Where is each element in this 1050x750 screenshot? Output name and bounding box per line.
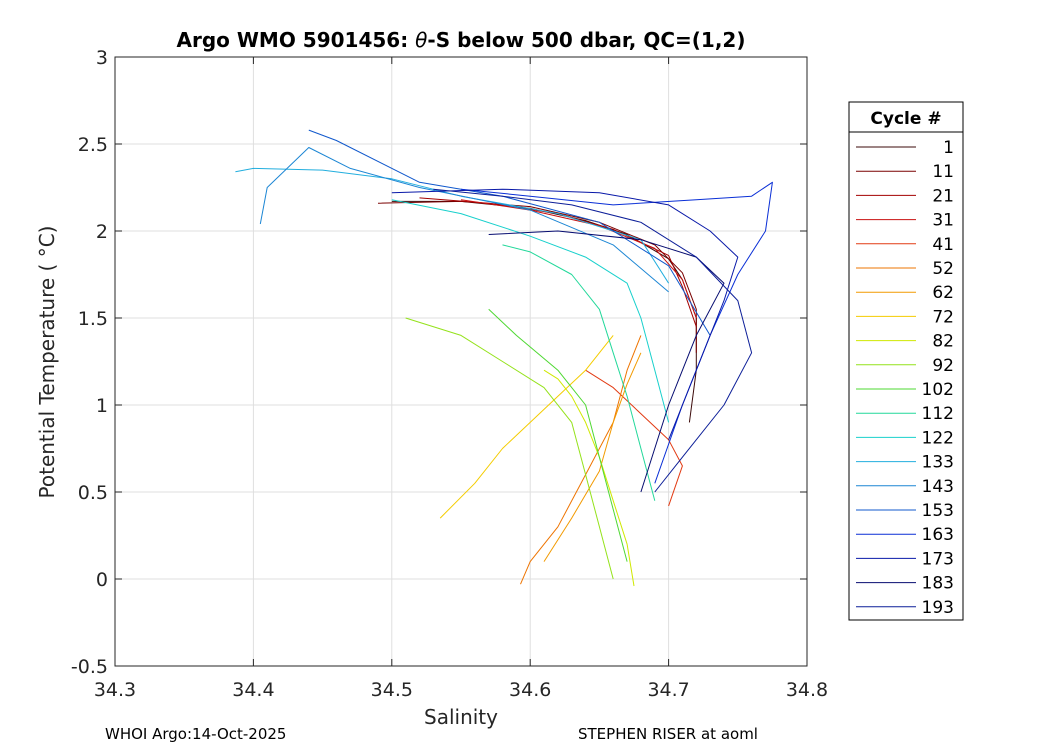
legend-entry-label: 52 [932, 259, 954, 279]
series-line-cycle-41 [585, 369, 683, 507]
series-line-cycle-102 [488, 308, 628, 562]
axis-ticks [114, 56, 808, 667]
series-line-cycle-153 [308, 129, 711, 336]
legend-entry-label: 62 [932, 283, 954, 303]
legend-box [848, 101, 964, 621]
legend-entry-label: 41 [932, 235, 954, 255]
legend-entry-label: 143 [922, 477, 954, 497]
legend-entry-label: 193 [922, 598, 954, 618]
chart-title: Argo WMO 5901456: θ-S below 500 dbar, QC… [177, 28, 746, 52]
legend-entry-label: 122 [922, 428, 954, 448]
grid-lines [114, 56, 808, 667]
series-line-cycle-193 [433, 188, 753, 493]
x-tick-labels: 34.3 34.4 34.5 34.6 34.7 34.8 [94, 679, 828, 701]
legend-entries: 1112131415262728292102112122133143153163… [856, 138, 954, 618]
title-theta-symbol: θ [415, 28, 427, 52]
y-tick-label: 1.5 [78, 308, 108, 330]
y-tick-label: 3 [96, 47, 108, 69]
x-tick-label: 34.6 [509, 679, 551, 701]
legend: Cycle # 11121314152627282921021121221331… [848, 101, 964, 621]
x-axis-label: Salinity [424, 705, 498, 729]
series-line-cycle-143 [259, 147, 669, 293]
series-line-cycle-173 [391, 188, 739, 440]
legend-entry-label: 1 [943, 138, 954, 158]
y-tick-label: -0.5 [71, 656, 108, 678]
x-tick-label: 34.3 [94, 679, 136, 701]
legend-entry-label: 112 [922, 404, 954, 424]
series-line-cycle-72 [439, 335, 614, 519]
legend-entry-label: 173 [922, 549, 954, 569]
series-line-cycle-112 [502, 244, 656, 501]
series-line-cycle-163 [460, 181, 773, 484]
legend-entry-label: 163 [922, 525, 954, 545]
series-line-cycle-92 [405, 317, 614, 580]
title-prefix: Argo WMO 5901456: [177, 28, 416, 52]
x-tick-label: 34.8 [786, 679, 828, 701]
series-line-cycle-1 [391, 200, 697, 423]
y-tick-label: 2 [96, 221, 108, 243]
series-line-cycle-62 [543, 352, 642, 562]
y-tick-label: 2.5 [78, 134, 108, 156]
y-tick-labels: -0.5 0 0.5 1 1.5 2 2.5 3 [71, 47, 108, 678]
plot-area [114, 56, 808, 667]
footer-left-credit: WHOI Argo:14-Oct-2025 [105, 725, 287, 743]
series-line-cycle-21 [419, 197, 697, 327]
legend-entry-label: 133 [922, 453, 954, 473]
title-suffix: -S below 500 dbar, QC=(1,2) [427, 28, 745, 52]
y-axis-label: Potential Temperature ( °C) [35, 226, 59, 499]
y-tick-label: 1 [96, 395, 108, 417]
series-line-cycle-11 [377, 200, 697, 353]
series-line-cycle-183 [488, 230, 725, 493]
legend-entry-label: 153 [922, 501, 954, 521]
series-line-cycle-31 [460, 199, 697, 319]
x-tick-label: 34.7 [647, 679, 689, 701]
legend-entry-label: 92 [932, 356, 954, 376]
legend-entry-label: 183 [922, 574, 954, 594]
legend-entry-label: 82 [932, 332, 954, 352]
footer-right-credit: STEPHEN RISER at aoml [578, 725, 758, 743]
x-tick-label: 34.4 [232, 679, 274, 701]
legend-entry-label: 21 [932, 186, 954, 206]
legend-title: Cycle # [870, 109, 941, 129]
data-series [235, 129, 773, 587]
series-line-cycle-122 [391, 199, 670, 423]
x-tick-label: 34.5 [371, 679, 413, 701]
y-tick-label: 0.5 [78, 482, 108, 504]
series-line-cycle-133 [235, 167, 670, 284]
legend-entry-label: 72 [932, 307, 954, 327]
legend-entry-label: 31 [932, 211, 954, 231]
legend-entry-label: 102 [922, 380, 954, 400]
y-tick-label: 0 [96, 569, 108, 591]
series-line-cycle-82 [543, 369, 635, 587]
legend-entry-label: 11 [932, 162, 954, 182]
